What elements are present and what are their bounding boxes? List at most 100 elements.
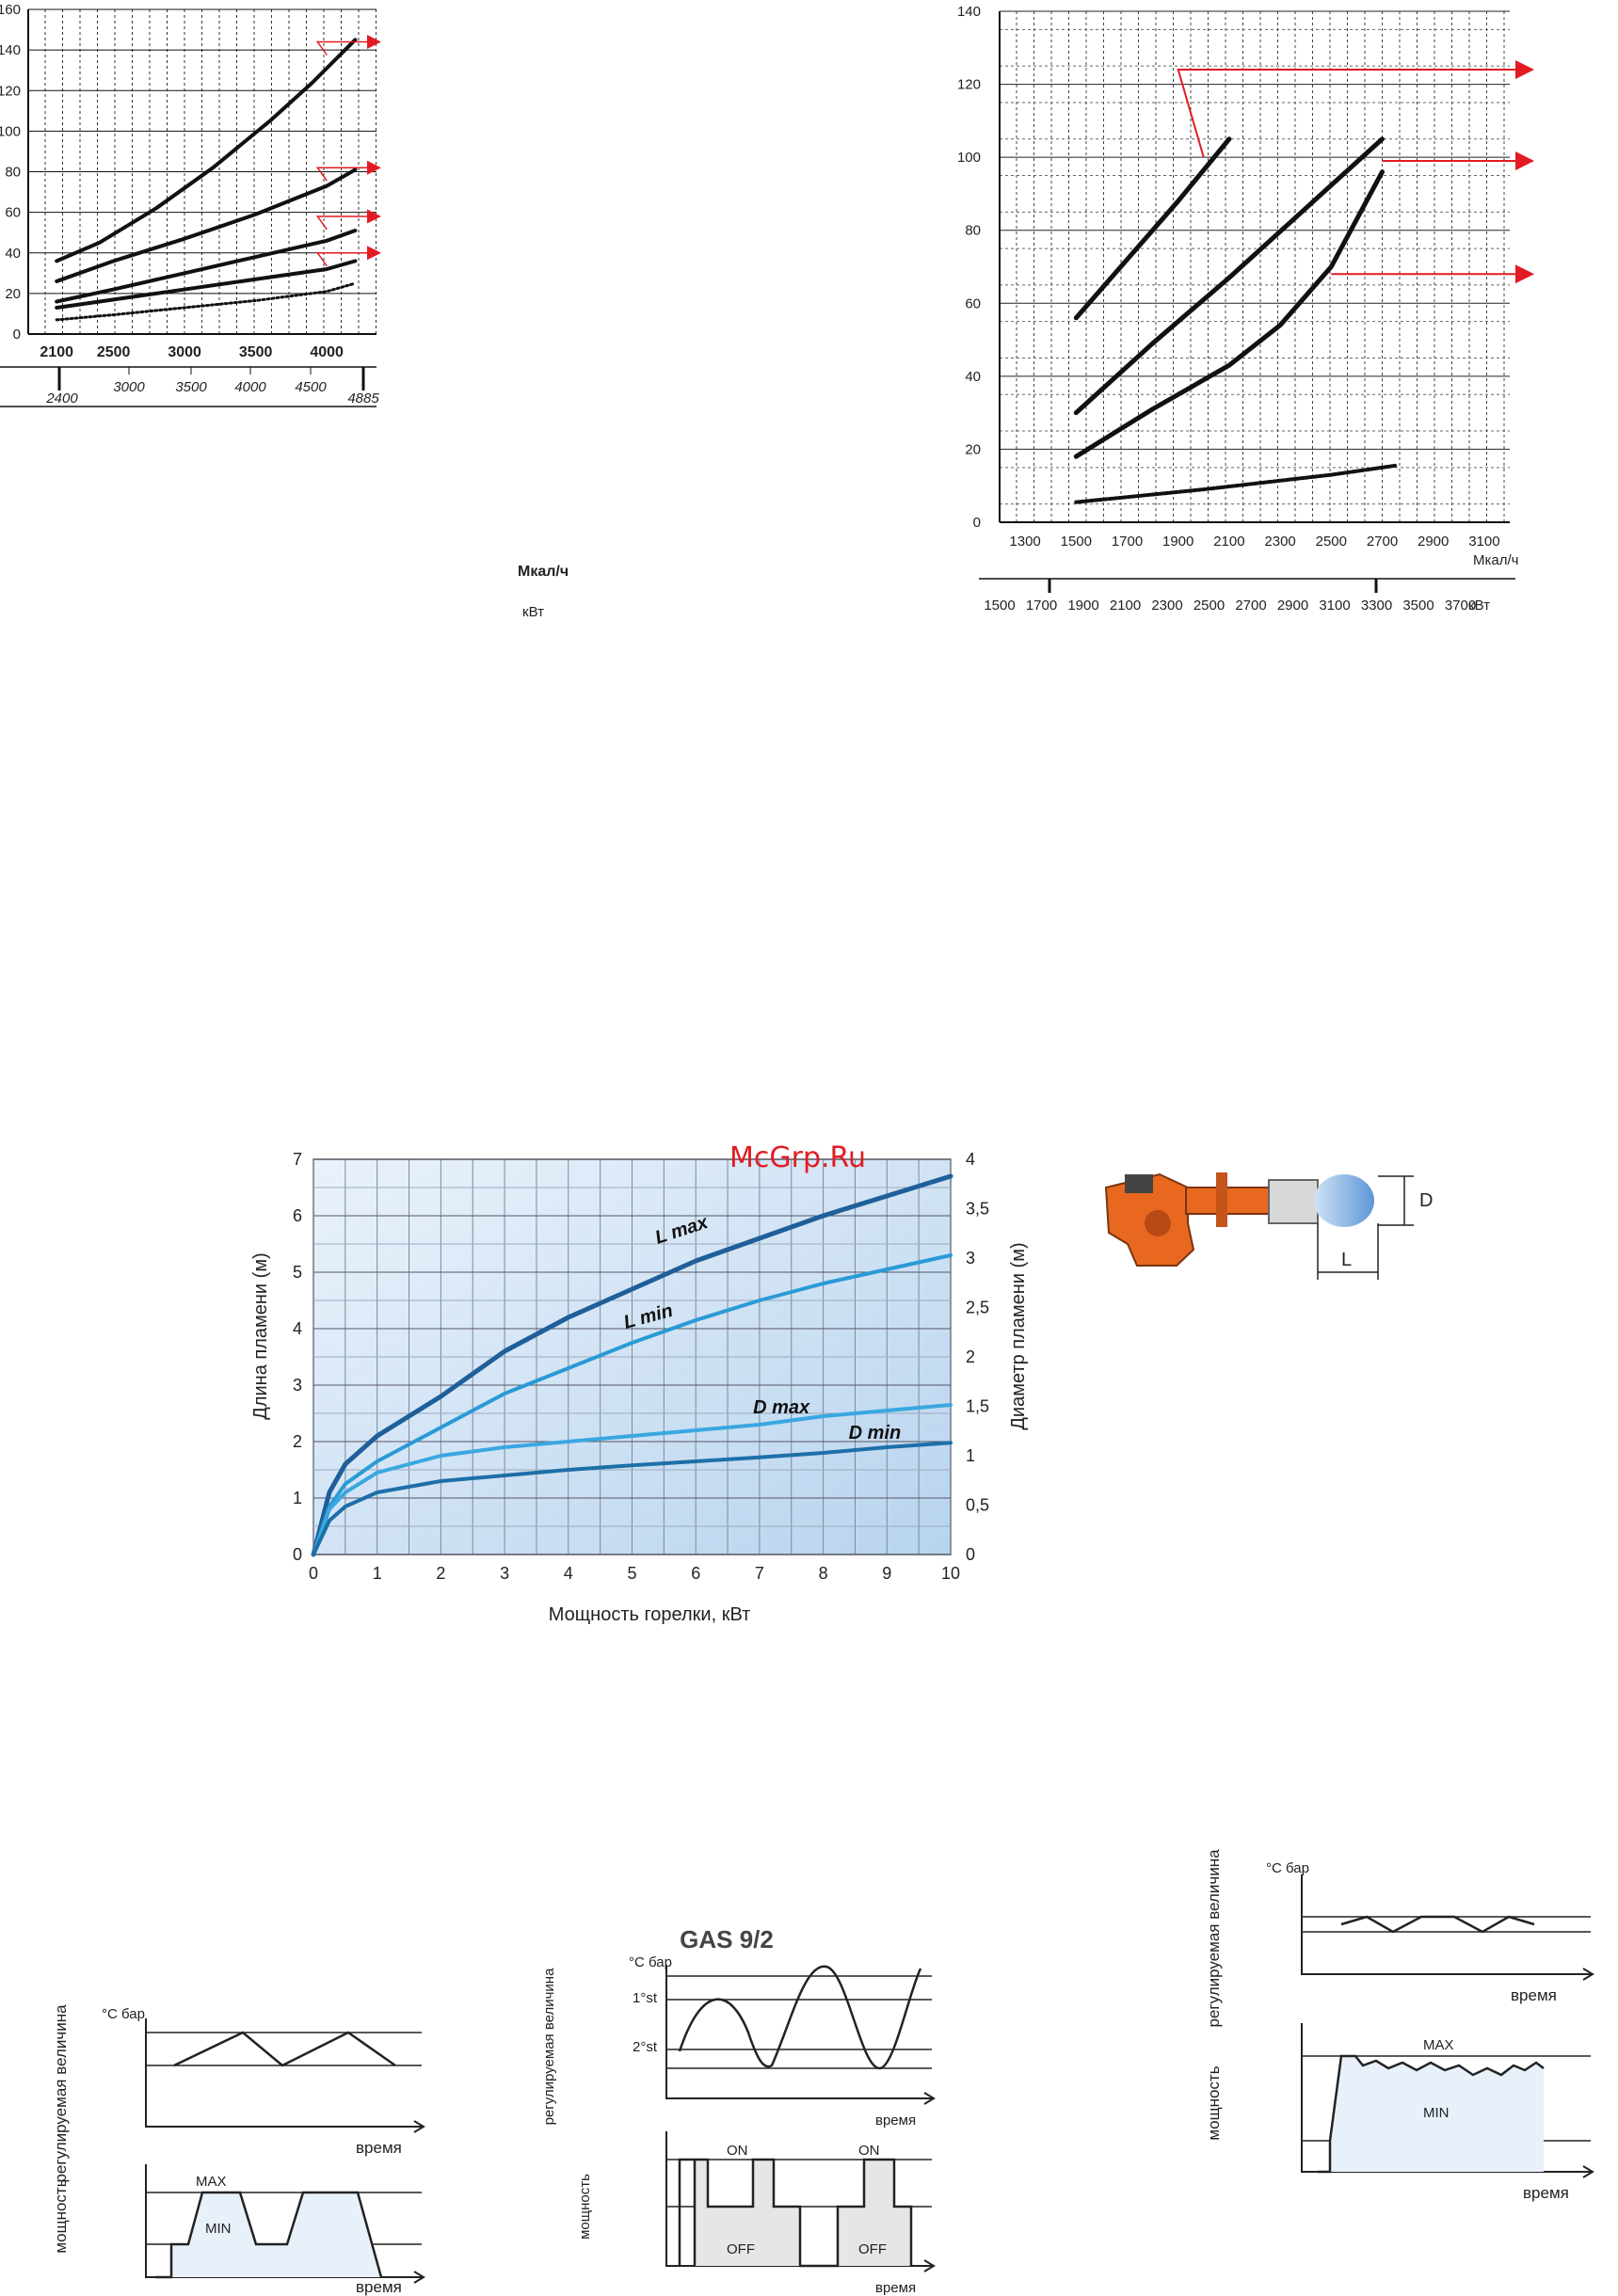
left-xlabel-top: время — [356, 2139, 402, 2157]
left-unit-top: °C бар — [102, 2006, 145, 2022]
x2-end-label: 4885 — [347, 391, 379, 407]
flame-x-tick: 10 — [941, 1564, 960, 1583]
y-tick-label: 120 — [957, 77, 981, 93]
flame-ylabel: Длина пламени (м) — [250, 1252, 271, 1419]
flame-y2-tick: 1,5 — [966, 1397, 989, 1416]
control-diagram-middle: °C бар регулируемая величина 1°st 2°st в… — [541, 1954, 936, 2296]
flame-tick-labels: 0 1 2 3 4 5 6 7 8 9 10 0 1 2 3 4 5 6 7 0 0,5 1 1,5 2 2,5 3 3,5 4 — [293, 1150, 989, 1583]
right-ylabel-top: регулируемая величина — [1205, 1849, 1223, 2028]
y-tick-label: 160 — [0, 2, 21, 18]
left-ylabel-bottom: мощность — [52, 2178, 70, 2253]
x-tick-label: 2500 — [97, 344, 131, 360]
y-tick-label: 0 — [973, 515, 981, 531]
left-controlled-value-line — [173, 2031, 396, 2067]
y-tick-label: 60 — [5, 205, 21, 221]
x-tick-label: 1900 — [1162, 534, 1193, 550]
y-tick-label: 100 — [0, 123, 21, 139]
flame-series-d-max — [312, 1403, 953, 1556]
chart-a-series-line-3 — [55, 229, 358, 304]
flame-x-tick: 8 — [819, 1564, 828, 1583]
mid-off-label-2: OFF — [858, 2241, 887, 2257]
flame-series-l-max — [311, 1173, 953, 1557]
mid-unit-top: °C бар — [629, 1954, 672, 1970]
x2-tick-label: 2700 — [1235, 598, 1266, 614]
chart-b-x2label: кВт — [1468, 598, 1490, 614]
burner-blast-tube — [1268, 1179, 1319, 1224]
burner-illustration: D L — [1104, 1172, 1433, 1280]
flame-y-tick: 3 — [293, 1376, 302, 1395]
right-xlabel-top: время — [1511, 1986, 1557, 2004]
y-tick-label: 0 — [13, 327, 21, 343]
flame-y2-tick: 2,5 — [966, 1299, 989, 1317]
x2-tick-label: 2500 — [1193, 598, 1225, 614]
flame-y-tick: 6 — [293, 1206, 302, 1225]
chart-b-series — [1073, 136, 1398, 504]
chart-b-grid — [979, 10, 1515, 593]
chart-a-arrow-3 — [315, 209, 381, 231]
x-tick-label: 1700 — [1112, 534, 1143, 550]
x2-tick-label: 1500 — [984, 598, 1015, 614]
mid-first-stage: 1°st — [633, 1990, 658, 2006]
mid-xlabel-top: время — [875, 2113, 916, 2129]
chart-a-series-line-1 — [55, 38, 358, 263]
burner-motor — [1145, 1210, 1171, 1236]
right-min-label: MIN — [1423, 2105, 1450, 2121]
chart-a-tick-labels: 0 20 40 60 80 100 120 140 160 2100 2500 3000 3500 400… — [0, 2, 379, 407]
flame-x-tick: 0 — [309, 1564, 318, 1583]
y-tick-label: 40 — [5, 246, 21, 262]
flame-xlabel: Мощность горелки, кВт — [549, 1604, 751, 1625]
mid-off-label-1: OFF — [727, 2241, 755, 2257]
chart-b-xlabel: Мкал/ч — [1473, 552, 1518, 568]
x-tick-label: 3000 — [168, 344, 201, 360]
mid-power-line — [678, 2158, 913, 2268]
control-diagrams-title: GAS 9/2 — [680, 1925, 774, 1953]
x-tick-label: 3100 — [1468, 534, 1499, 550]
right-max-label: MAX — [1423, 2037, 1454, 2053]
flame-x-tick: 3 — [500, 1564, 509, 1583]
y-tick-label: 20 — [965, 441, 981, 457]
chart-b-series-line-3 — [1073, 169, 1385, 459]
burner-label-l: L — [1341, 1250, 1352, 1270]
x2-tick-label: 1700 — [1026, 598, 1057, 614]
y-tick-label: 80 — [965, 223, 981, 239]
flame-y-tick: 0 — [293, 1545, 302, 1564]
x2-tick-label: 3100 — [1319, 598, 1350, 614]
flame-x-tick: 4 — [564, 1564, 573, 1583]
x2-tick-label: 2100 — [1110, 598, 1141, 614]
flame-x-tick: 5 — [627, 1564, 636, 1583]
flame-y2-tick: 0,5 — [966, 1496, 989, 1515]
chart-a-series — [55, 38, 358, 322]
chart-b-capacity: 0 20 40 60 80 100 120 140 1300 1500 1700 1900 2100 23… — [957, 4, 1534, 614]
flame-y2label: Диаметр пламени (м) — [1008, 1242, 1029, 1429]
flame-y2-tick: 2 — [966, 1347, 975, 1366]
mid-on-label-2: ON — [858, 2143, 880, 2159]
x-tick-label: 1300 — [1009, 534, 1040, 550]
flame-x-tick: 7 — [755, 1564, 764, 1583]
x2-tick-label: 3700 — [1445, 598, 1476, 614]
chart-a-xlabel: Мкал/ч — [518, 564, 569, 580]
mid-controlled-value-line — [678, 1965, 922, 2070]
flame-y2-tick: 3,5 — [966, 1200, 989, 1219]
control-diagram-left: °C бар регулируемая величина время мощно… — [52, 2004, 425, 2296]
flame-series-l-min — [312, 1253, 953, 1556]
flame-label-dmin: D min — [849, 1423, 902, 1443]
y-tick-label: 20 — [5, 286, 21, 302]
chart-b-series-line-2 — [1073, 136, 1385, 416]
mid-on-label-1: ON — [727, 2143, 748, 2159]
x2-tick-label: 3500 — [1402, 598, 1434, 614]
x-tick-label: 2100 — [40, 344, 73, 360]
left-ylabel-top: регулируемая величина — [52, 2004, 70, 2183]
x2-tick-label: 2900 — [1277, 598, 1308, 614]
chart-b-tick-labels: 0 20 40 60 80 100 120 140 1300 1500 1700 1900 2100 23… — [957, 4, 1500, 614]
mid-ylabel-top: регулируемая величина — [541, 1968, 557, 2126]
x2-tick-label: 3000 — [113, 379, 145, 395]
chart-a-series-line-2 — [55, 167, 358, 283]
y-tick-label: 60 — [965, 295, 981, 311]
flame-y2-tick: 1 — [966, 1446, 975, 1465]
flame-x-tick: 9 — [882, 1564, 891, 1583]
x2-tick-label: 1900 — [1067, 598, 1098, 614]
x-tick-label: 2500 — [1316, 534, 1347, 550]
right-controlled-value-line — [1340, 1915, 1535, 1934]
